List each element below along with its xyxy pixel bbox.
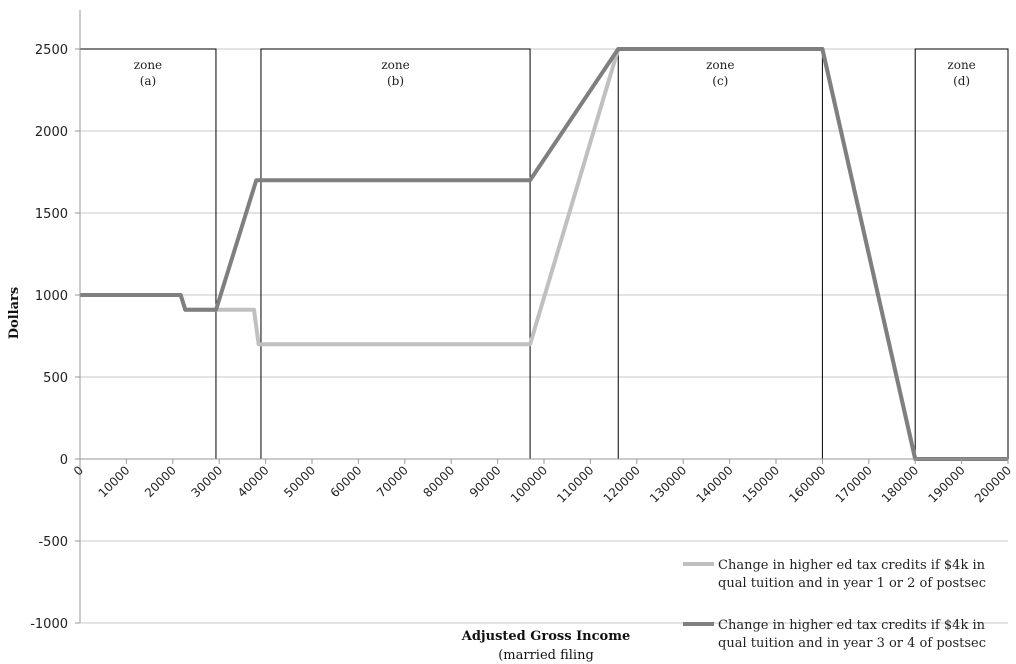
x-tick-label: 130000 xyxy=(647,463,689,505)
y-tick-label: -500 xyxy=(38,535,68,550)
zone-box xyxy=(260,48,531,460)
y-tick-label: -1000 xyxy=(30,617,68,632)
x-tick-label: 50000 xyxy=(281,463,318,500)
zone-label: (b) xyxy=(387,74,404,88)
x-tick-label: 90000 xyxy=(467,463,504,500)
x-tick-label: 40000 xyxy=(235,463,272,500)
x-tick-label: 110000 xyxy=(554,463,596,505)
series-lines xyxy=(80,47,1008,461)
x-tick-label: 170000 xyxy=(833,463,875,505)
x-tick-label: 70000 xyxy=(374,463,411,500)
legend-label: Change in higher ed tax credits if $4k i… xyxy=(718,558,986,573)
y-tick-label: 500 xyxy=(43,371,68,386)
axes xyxy=(75,10,1009,624)
y-tick-label: 2000 xyxy=(35,125,68,140)
legend-label: qual tuition and in year 3 or 4 of posts… xyxy=(718,636,986,651)
x-tick-label: 60000 xyxy=(328,463,365,500)
x-tick-label: 160000 xyxy=(786,463,828,505)
x-tick-label: 0 xyxy=(71,463,86,478)
zone-box xyxy=(617,48,823,460)
zone-label: zone xyxy=(706,58,734,72)
y-tick-label: 1000 xyxy=(35,289,68,304)
legend-label: qual tuition and in year 1 or 2 of posts… xyxy=(718,576,986,591)
x-axis-title: Adjusted Gross Income xyxy=(461,629,630,644)
x-tick-label: 80000 xyxy=(420,463,457,500)
legend: Change in higher ed tax credits if $4k i… xyxy=(683,558,986,651)
x-tick-label: 150000 xyxy=(740,463,782,505)
gridlines xyxy=(80,48,1008,624)
y-tick-label: 1500 xyxy=(35,207,68,222)
zone-label: zone xyxy=(381,58,409,72)
legend-label: Change in higher ed tax credits if $4k i… xyxy=(718,618,986,633)
zone-label: zone xyxy=(134,58,162,72)
zone-label: (d) xyxy=(953,74,970,88)
zone-label: zone xyxy=(947,58,975,72)
x-tick-label: 100000 xyxy=(508,463,550,505)
x-tick-label: 30000 xyxy=(188,463,225,500)
zone-label: (c) xyxy=(712,74,728,88)
zone-label: (a) xyxy=(140,74,157,88)
x-tick-label: 120000 xyxy=(601,463,643,505)
y-axis-title: Dollars xyxy=(7,287,22,339)
x-tick-label: 200000 xyxy=(972,463,1014,505)
x-tick-label: 140000 xyxy=(693,463,735,505)
zone-box xyxy=(914,48,1009,460)
y-tick-label: 0 xyxy=(60,453,68,468)
series-line xyxy=(80,47,1008,461)
x-tick-label: 180000 xyxy=(879,463,921,505)
x-tick-label: 10000 xyxy=(96,463,133,500)
x-tick-label: 20000 xyxy=(142,463,179,500)
zone-box xyxy=(79,48,217,460)
y-tick-label: 2500 xyxy=(35,43,68,58)
x-axis-note: (married filing xyxy=(498,648,594,663)
x-tick-label: 190000 xyxy=(925,463,967,505)
